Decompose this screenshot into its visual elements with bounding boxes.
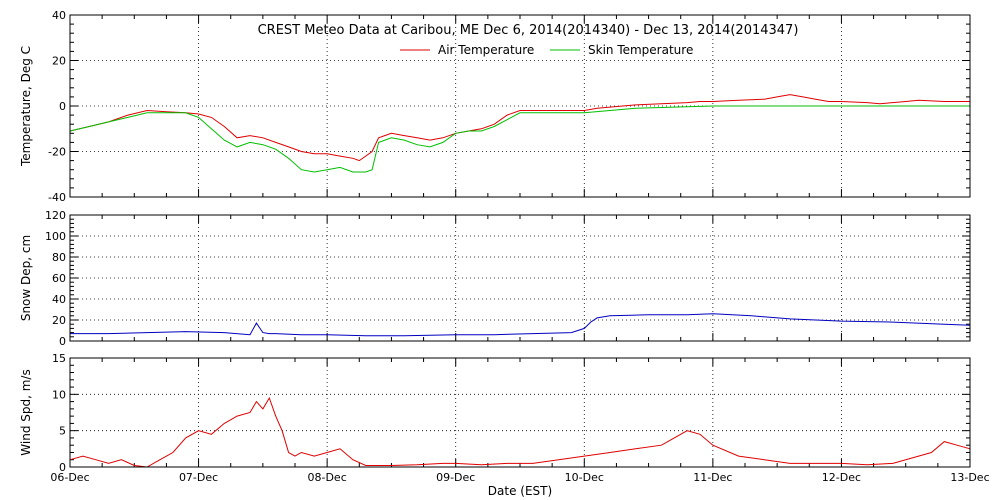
panels: -40 -20 0 20 40 Temperature, Deg C 0 20 40 60 80 10… [19, 9, 990, 484]
temperature-frame [69, 14, 971, 198]
x-tick-label: 12-Dec [822, 471, 861, 484]
wind-speed-y-tick-label: 5 [59, 425, 66, 438]
wind-speed-y-tick-label: 0 [59, 461, 66, 474]
series-line-skin-temperature [69, 105, 970, 173]
x-tick-labels: 06-Dec 07-Dec 08-Dec 09-Dec 10-Dec 11-Dec 12-D… [50, 471, 989, 484]
snow-depth-panel: 0 20 40 60 80 100 120 Snow Dep, cm [19, 209, 971, 348]
legend-label-air-temperature: Air Temperature [438, 43, 534, 57]
temperature-y-tick-label: 40 [52, 9, 66, 22]
x-tick-label: 07-Dec [179, 471, 218, 484]
chart-title: CREST Meteo Data at Caribou, ME Dec 6, 2… [258, 23, 799, 38]
x-tick-label: 06-Dec [50, 471, 89, 484]
x-tick-label: 10-Dec [565, 471, 604, 484]
x-axis-label: Date (EST) [488, 484, 552, 498]
snow-depth-y-tick-label: 0 [59, 335, 66, 348]
wind-speed-panel: 0 5 10 15 Wind Spd, m/s [19, 352, 971, 474]
series-line-air-temperature [69, 94, 970, 162]
snow-depth-y-tick-label: 60 [52, 272, 66, 285]
snow-depth-y-tick-label: 20 [52, 314, 66, 327]
temperature-y-tick-label: -20 [48, 146, 66, 159]
temperature-y-tick-label: -40 [48, 191, 66, 204]
snow-depth-y-tick-label: 120 [45, 209, 66, 222]
x-tick-label: 08-Dec [308, 471, 347, 484]
legend: Air Temperature Skin Temperature [400, 43, 693, 57]
series-line-snow-depth-0 [70, 313, 971, 337]
x-tick-label: 11-Dec [693, 471, 732, 484]
snow-depth-frame [69, 214, 971, 342]
snow-depth-y-axis-label: Snow Dep, cm [19, 235, 33, 321]
snow-depth-y-tick-label: 100 [45, 230, 66, 243]
temperature-y-axis-label: Temperature, Deg C [19, 46, 33, 167]
x-tick-label: 13-Dec [950, 471, 989, 484]
wind-speed-y-axis-label: Wind Spd, m/s [19, 369, 33, 455]
series-line-wind-speed-0 [69, 396, 971, 468]
snow-depth-y-tick-label: 80 [52, 251, 66, 264]
legend-label-skin-temperature: Skin Temperature [588, 43, 693, 57]
temperature-y-tick-label: 20 [52, 55, 66, 68]
x-tick-label: 09-Dec [436, 471, 475, 484]
wind-speed-y-tick-label: 10 [52, 388, 66, 401]
temperature-y-tick-label: 0 [59, 100, 66, 113]
wind-speed-frame [69, 357, 971, 468]
snow-depth-y-tick-label: 40 [52, 293, 66, 306]
wind-speed-y-tick-label: 15 [52, 352, 66, 365]
temperature-panel: -40 -20 0 20 40 Temperature, Deg C [19, 9, 971, 204]
